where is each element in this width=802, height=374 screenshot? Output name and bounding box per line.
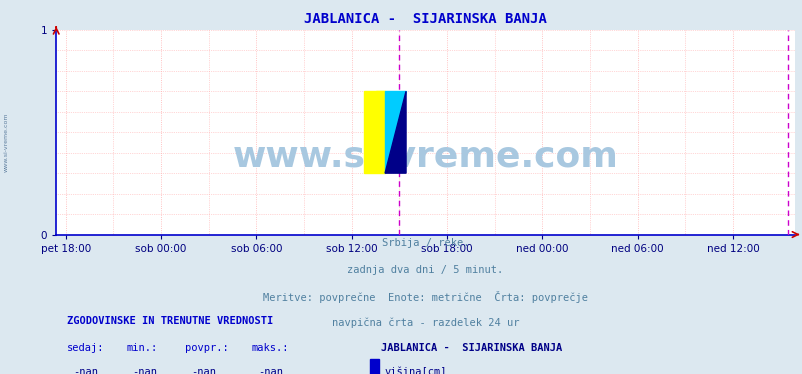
Text: -nan: -nan bbox=[191, 367, 217, 374]
Text: -nan: -nan bbox=[73, 367, 98, 374]
Text: zadnja dva dni / 5 minut.: zadnja dva dni / 5 minut. bbox=[347, 265, 503, 275]
Polygon shape bbox=[385, 91, 406, 173]
Polygon shape bbox=[385, 91, 406, 173]
Text: sedaj:: sedaj: bbox=[67, 343, 104, 353]
Text: navpična črta - razdelek 24 ur: navpična črta - razdelek 24 ur bbox=[331, 318, 519, 328]
Polygon shape bbox=[375, 91, 385, 173]
Text: maks.:: maks.: bbox=[252, 343, 289, 353]
Text: min.:: min.: bbox=[126, 343, 157, 353]
Bar bbox=[370, 359, 379, 374]
Text: www.si-vreme.com: www.si-vreme.com bbox=[4, 112, 9, 172]
Text: -nan: -nan bbox=[132, 367, 157, 374]
Text: povpr.:: povpr.: bbox=[185, 343, 229, 353]
Text: JABLANICA -  SIJARINSKA BANJA: JABLANICA - SIJARINSKA BANJA bbox=[381, 343, 562, 353]
Text: -nan: -nan bbox=[257, 367, 282, 374]
Title: JABLANICA -  SIJARINSKA BANJA: JABLANICA - SIJARINSKA BANJA bbox=[304, 12, 546, 26]
Text: Meritve: povprečne  Enote: metrične  Črta: povprečje: Meritve: povprečne Enote: metrične Črta:… bbox=[263, 291, 587, 303]
Text: Srbija / reke.: Srbija / reke. bbox=[382, 239, 468, 248]
Polygon shape bbox=[363, 91, 385, 173]
Text: ZGODOVINSKE IN TRENUTNE VREDNOSTI: ZGODOVINSKE IN TRENUTNE VREDNOSTI bbox=[67, 316, 273, 327]
Text: www.si-vreme.com: www.si-vreme.com bbox=[233, 140, 618, 174]
Text: višina[cm]: višina[cm] bbox=[384, 367, 447, 374]
